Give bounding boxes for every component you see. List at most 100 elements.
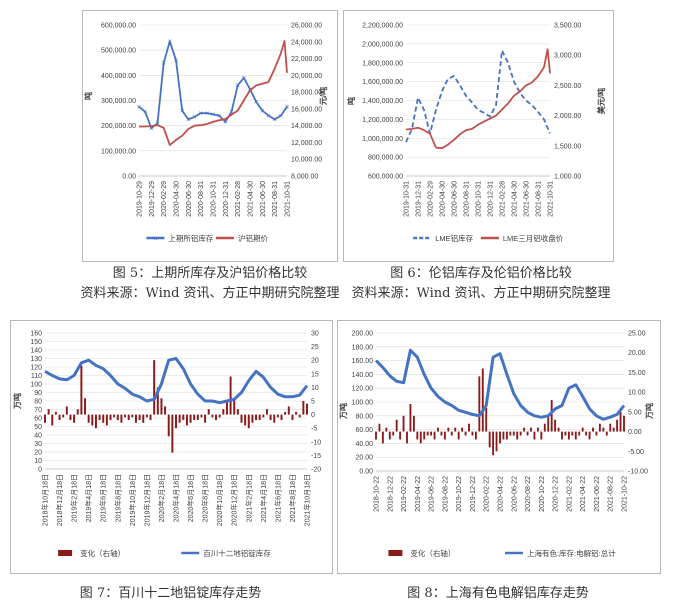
bar [395,419,398,432]
y-right-tick-label: 10,000.00 [291,157,322,164]
bar [464,431,467,436]
bar [109,414,112,421]
bar [481,368,484,432]
x-tick-label: 2018年10月18日 [41,474,50,526]
y-left-axis-title: 万吨 [12,393,22,410]
y-right-tick-label: -10 [311,439,321,446]
bar [623,415,625,432]
bar [207,409,210,415]
point-marker: × [180,106,185,115]
y-right-tick-label: 3,500.00 [554,23,581,30]
y-right-tick-label: -5.00 [628,449,644,456]
bar [47,409,50,415]
bar [388,431,391,440]
y-left-tick-label: 600,000.00 [368,174,403,181]
bar [530,427,532,432]
bar [225,401,228,415]
x-tick-label: 2021-04-30 [512,181,519,217]
x-tick-label: 2021-10-22 [622,476,629,512]
y-left-axis-title: 吨 [346,97,356,105]
y-left-tick-label: 100,000.00 [101,148,136,155]
y-right-tick-label: 12,000.00 [291,140,322,147]
bar [218,414,221,418]
bar [375,431,377,440]
bar [156,387,159,415]
bar [91,414,94,426]
point-marker: × [229,108,234,117]
x-tick-label: 2019年12月18日 [142,474,151,526]
x-tick-label: 2021-02-28 [235,181,242,217]
caption-fig5: 图 5：上期所库存及沪铝价格比较 资料来源：Wind 资讯、方正中期研究院整理 [80,264,340,304]
x-tick-label: 2021-08-31 [536,181,543,217]
bar [244,414,247,426]
bar [287,406,290,415]
x-tick-label: 2018年12月18日 [55,474,64,526]
bar [602,427,605,432]
bar [536,427,539,432]
chart-panel-fig6: 600,000.00 800,000.00 1,000,000.00 1,200,00… [343,10,614,262]
legend-marker: × [153,234,158,243]
y-right-tick-label: 20,000.00 [291,73,322,80]
bar [433,431,436,440]
y-left-tick-label: 0.00 [122,174,136,181]
fig6-title: 图 6：伦铝库存及伦铝价格比较 [390,266,572,281]
bar [298,414,301,418]
bar [423,431,426,440]
legend-swatch [58,550,73,556]
y-left-tick-label: 80.00 [355,413,373,420]
bar [84,398,87,415]
x-tick-label: 2019年2月18日 [70,474,79,522]
x-tick-label: 2020-12-31 [223,181,230,217]
bar [251,414,254,423]
bar [561,431,563,440]
bar [127,414,130,421]
point-marker: × [155,119,160,128]
bar [554,419,557,432]
series-line-0 [405,49,551,143]
x-tick-label: 2021年6月18日 [273,474,282,522]
bar [454,427,457,432]
fig6-source: 资料来源：Wind 资讯、方正中期研究院整理 [351,286,611,301]
bar [284,411,287,415]
x-tick-label: 2019年6月18日 [99,474,108,522]
bar [200,414,203,418]
bar [240,414,243,423]
x-tick-label: 2019年8月18日 [113,474,122,522]
bar [193,414,196,421]
point-marker: × [241,74,246,83]
legend-label: 百川十二地铝锭库存 [203,548,271,558]
point-marker: × [211,110,216,119]
legend-label: 变化（右轴） [410,548,455,558]
bar [392,431,395,436]
bar [62,414,65,418]
bar [399,431,402,440]
x-tick-label: 2019-08-22 [442,476,449,512]
x-tick-label: 2020-08-31 [464,181,471,217]
x-tick-label: 2018-12-22 [387,476,394,512]
series-line-1 [139,39,288,146]
y-right-tick-label: 18,000.00 [291,90,322,97]
y-left-tick-label: 1,800,000.00 [362,60,403,67]
bar [578,431,581,436]
y-left-tick-label: 140.00 [352,372,374,379]
x-tick-label: 2020-06-30 [452,181,459,217]
y-right-tick-label: 24,000.00 [291,39,322,46]
y-left-tick-label: 2,000,000.00 [362,41,403,48]
bar [65,406,68,415]
y-left-tick-label: 60.00 [355,427,373,434]
bar [189,414,192,423]
y-left-tick-label: 2,200,000.00 [362,23,403,30]
x-tick-label: 2019年10月18日 [128,474,137,526]
x-tick-label: 2020年4月18日 [172,474,181,522]
chart-panel-fig8: 0.00 20.00 40.00 60.00 80.00 100.00 120.00 140.… [337,320,661,574]
x-tick-label: 2020年12月18日 [230,474,239,526]
y-right-tick-label: -20 [311,467,321,474]
bar [94,414,97,429]
caption-fig8: 图 8：上海有色电解铝库存走势 [337,584,659,604]
x-tick-label: 2020-02-22 [484,476,491,512]
bar [276,414,279,418]
y-left-tick-label: 120 [30,365,42,372]
x-tick-label: 2020-10-22 [539,476,546,512]
point-marker: × [192,113,197,122]
y-left-tick-label: 300,000.00 [101,98,136,105]
